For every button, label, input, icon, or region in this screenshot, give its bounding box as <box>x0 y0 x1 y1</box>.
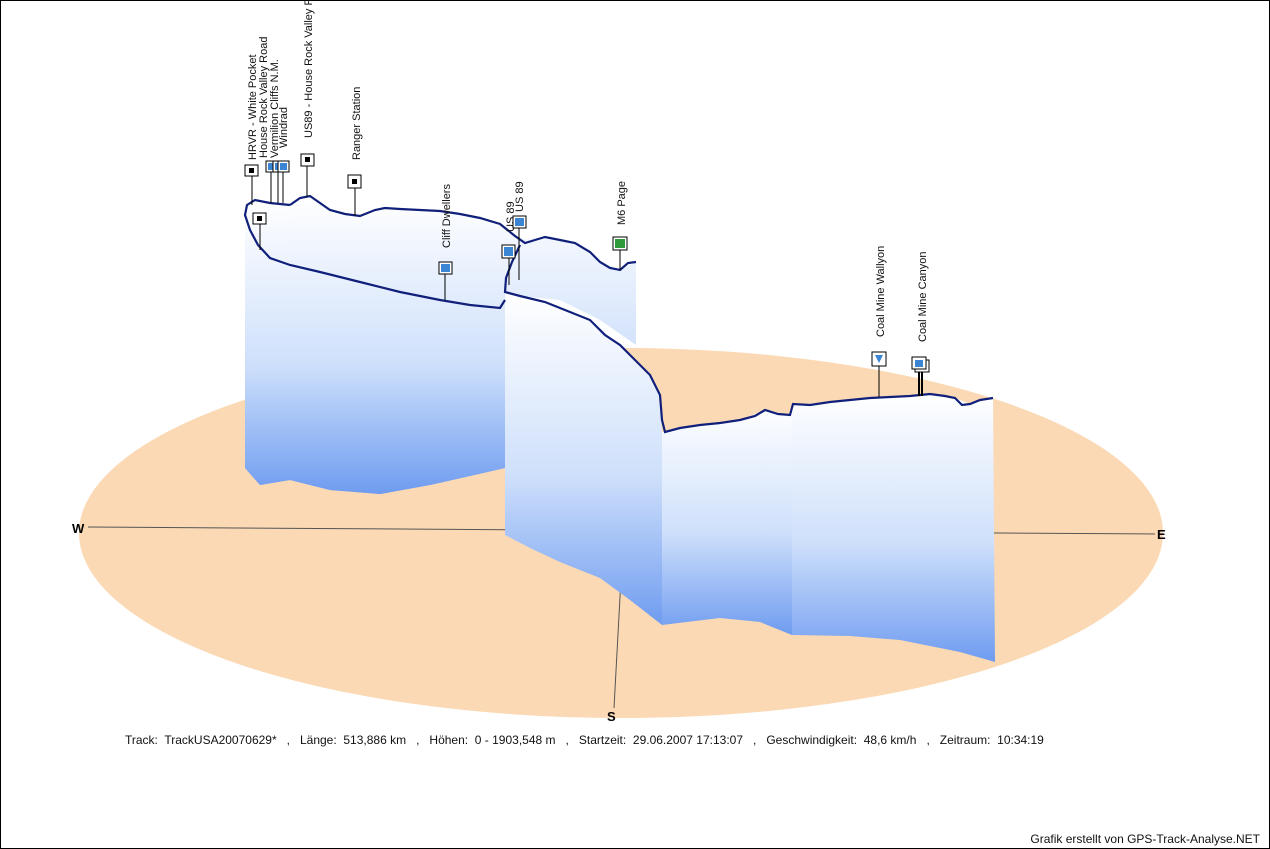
waypoint-hrvr-lower[interactable] <box>252 212 267 250</box>
waypoint-label: Ranger Station <box>351 87 363 160</box>
waypoint-label: Cliff Dwellers <box>441 184 453 248</box>
height-value: 0 - 1903,548 m <box>474 733 556 747</box>
start-value: 29.06.2007 17:13:07 <box>632 733 743 747</box>
profile-line-west <box>243 198 506 310</box>
credit-text: Grafik erstellt von GPS-Track-Analyse.NE… <box>1030 832 1260 846</box>
track-label: Track: <box>125 733 158 747</box>
waypoint-label: House Rock Valley Road <box>258 37 270 158</box>
start-label: Startzeit: <box>578 733 627 747</box>
track-value: TrackUSA20070629* <box>164 733 277 747</box>
length-value: 513,886 km <box>343 733 407 747</box>
track-info: Track: TrackUSA20070629* , Länge: 513,88… <box>125 733 1044 747</box>
profile-line <box>289 194 637 272</box>
waypoint-us89-house-rock[interactable]: US89 - House Rock Valley R <box>300 0 315 197</box>
compass-east: E <box>1157 527 1166 542</box>
waypoint-label: Vermilion Cliffs N.M. <box>269 59 281 158</box>
curtain-segment-4 <box>505 292 662 625</box>
waypoint-m6-page[interactable]: M6 Page <box>612 181 628 270</box>
waypoint-label: Windrad <box>278 107 290 148</box>
compass-west: W <box>72 521 85 536</box>
curtain-segment-3 <box>245 205 505 494</box>
waypoint-us-89-b[interactable]: US 89 <box>512 181 527 280</box>
duration-value: 10:34:19 <box>997 733 1044 747</box>
waypoint-coal-mine-canyon[interactable]: Coal Mine Canyon <box>911 252 930 397</box>
profile-line-return <box>503 244 994 434</box>
height-label: Höhen: <box>429 733 469 747</box>
speed-value: 48,6 km/h <box>863 733 917 747</box>
waypoint-label: HRVR - White Pocket <box>247 54 259 160</box>
waypoint-hrvr-white-pocket[interactable]: HRVR - White Pocket <box>244 54 259 205</box>
waypoint-coal-mine-wallyon[interactable]: Coal Mine Wallyon <box>871 246 887 397</box>
waypoint-windrad[interactable]: Windrad <box>277 107 290 203</box>
speed-label: Geschwindigkeit: <box>766 733 858 747</box>
waypoint-label: US 89 <box>514 181 526 212</box>
waypoint-label: US89 - House Rock Valley R <box>303 0 315 138</box>
duration-label: Zeitraum: <box>939 733 991 747</box>
curtain-segment-6 <box>792 394 995 662</box>
waypoint-ranger-station[interactable]: Ranger Station <box>347 87 363 216</box>
waypoint-cliff-dwellers[interactable]: Cliff Dwellers <box>438 184 453 300</box>
waypoint-label: Coal Mine Canyon <box>917 252 929 343</box>
waypoint-label: M6 Page <box>616 181 628 225</box>
compass-south: S <box>607 709 616 724</box>
waypoint-label: Coal Mine Wallyon <box>875 246 887 337</box>
length-label: Länge: <box>299 733 337 747</box>
curtain-segment-5 <box>662 405 792 635</box>
